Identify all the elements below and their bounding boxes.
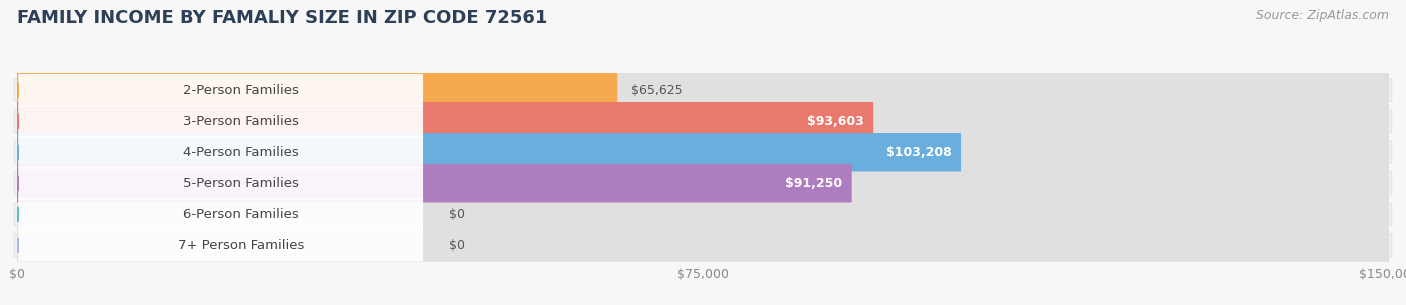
FancyBboxPatch shape bbox=[18, 74, 423, 106]
Text: 3-Person Families: 3-Person Families bbox=[183, 115, 299, 128]
FancyBboxPatch shape bbox=[14, 79, 1392, 102]
Text: $103,208: $103,208 bbox=[886, 146, 952, 159]
FancyBboxPatch shape bbox=[17, 102, 873, 141]
FancyBboxPatch shape bbox=[17, 102, 1389, 141]
FancyBboxPatch shape bbox=[18, 136, 423, 169]
Text: $65,625: $65,625 bbox=[631, 84, 682, 97]
Text: $0: $0 bbox=[449, 208, 465, 221]
FancyBboxPatch shape bbox=[14, 141, 1392, 163]
FancyBboxPatch shape bbox=[18, 167, 423, 199]
FancyBboxPatch shape bbox=[17, 133, 1389, 171]
FancyBboxPatch shape bbox=[14, 234, 1392, 257]
FancyBboxPatch shape bbox=[14, 203, 1392, 226]
Text: 2-Person Families: 2-Person Families bbox=[183, 84, 299, 97]
Text: $93,603: $93,603 bbox=[807, 115, 863, 128]
FancyBboxPatch shape bbox=[17, 195, 1389, 233]
FancyBboxPatch shape bbox=[17, 226, 1389, 264]
Text: 5-Person Families: 5-Person Families bbox=[183, 177, 299, 190]
Text: 6-Person Families: 6-Person Families bbox=[183, 208, 298, 221]
Text: FAMILY INCOME BY FAMALIY SIZE IN ZIP CODE 72561: FAMILY INCOME BY FAMALIY SIZE IN ZIP COD… bbox=[17, 9, 547, 27]
Text: $91,250: $91,250 bbox=[785, 177, 842, 190]
FancyBboxPatch shape bbox=[17, 71, 617, 109]
FancyBboxPatch shape bbox=[18, 229, 423, 262]
FancyBboxPatch shape bbox=[17, 164, 852, 203]
FancyBboxPatch shape bbox=[17, 164, 1389, 203]
FancyBboxPatch shape bbox=[18, 105, 423, 138]
FancyBboxPatch shape bbox=[17, 133, 962, 171]
Text: Source: ZipAtlas.com: Source: ZipAtlas.com bbox=[1256, 9, 1389, 22]
FancyBboxPatch shape bbox=[14, 110, 1392, 133]
Text: 7+ Person Families: 7+ Person Families bbox=[177, 239, 304, 252]
FancyBboxPatch shape bbox=[14, 172, 1392, 195]
FancyBboxPatch shape bbox=[17, 71, 1389, 109]
Text: 4-Person Families: 4-Person Families bbox=[183, 146, 298, 159]
Text: $0: $0 bbox=[449, 239, 465, 252]
FancyBboxPatch shape bbox=[18, 198, 423, 231]
